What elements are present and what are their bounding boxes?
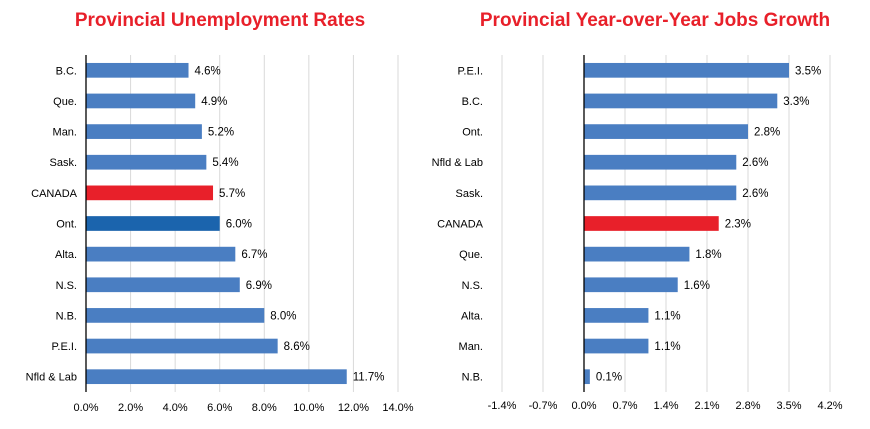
unemployment-bar [86, 338, 278, 354]
unemployment-bar [86, 246, 236, 262]
jobs-growth-bar [584, 369, 590, 385]
chart-title-unemployment: Provincial Unemployment Rates [74, 10, 366, 31]
unemployment-category-label: N.B. [56, 310, 77, 322]
jobs-growth-bar [584, 185, 737, 201]
unemployment-x-tick-label: 12.0% [338, 402, 369, 414]
jobs-growth-category-label: Sask. [455, 188, 483, 200]
jobs-growth-category-label: P.E.I. [458, 65, 483, 77]
jobs-growth-category-label: N.B. [462, 372, 483, 384]
unemployment-x-tick-label: 10.0% [293, 402, 324, 414]
unemployment-x-tick-label: 0.0% [73, 402, 98, 414]
jobs-growth-category-label: Que. [459, 249, 483, 261]
unemployment-bar [86, 93, 196, 109]
chart-title-jobs-growth: Provincial Year-over-Year Jobs Growth [479, 10, 831, 31]
unemployment-value-label: 6.7% [241, 249, 267, 261]
jobs-growth-value-label: 3.3% [783, 96, 809, 108]
unemployment-value-label: 4.9% [201, 96, 227, 108]
jobs-growth-category-label: CANADA [437, 219, 484, 231]
unemployment-value-label: 8.0% [270, 310, 296, 322]
unemployment-category-label: Sask. [49, 157, 77, 169]
unemployment-category-label: Alta. [55, 249, 77, 261]
unemployment-x-tick-label: 8.0% [252, 402, 277, 414]
jobs-growth-value-label: 2.6% [742, 157, 768, 169]
jobs-growth-x-tick-label: 4.2% [817, 400, 842, 412]
jobs-growth-value-label: 1.6% [684, 280, 710, 292]
unemployment-x-tick-label: 4.0% [163, 402, 188, 414]
unemployment-x-tick-label: 14.0% [382, 402, 413, 414]
unemployment-category-label: B.C. [56, 65, 77, 77]
unemployment-value-label: 4.6% [195, 65, 221, 77]
jobs-growth-bar [584, 308, 649, 323]
jobs-growth-x-tick-label: 2.8% [735, 400, 760, 412]
unemployment-value-label: 6.9% [246, 280, 272, 292]
unemployment-bar [86, 277, 240, 293]
jobs-growth-category-label: Man. [459, 341, 483, 353]
unemployment-category-label: Man. [53, 127, 77, 139]
jobs-growth-value-label: 2.8% [754, 127, 780, 139]
unemployment-bar [86, 216, 220, 231]
unemployment-category-label: P.E.I. [52, 341, 77, 353]
jobs-growth-bar [584, 338, 649, 354]
jobs-growth-value-label: 2.6% [742, 188, 768, 200]
unemployment-bar [86, 62, 189, 78]
unemployment-bar [86, 369, 347, 385]
unemployment-category-label: CANADA [31, 188, 78, 200]
jobs-growth-value-label: 1.8% [695, 249, 721, 261]
unemployment-bar [86, 154, 207, 170]
unemployment-category-label: Que. [53, 96, 77, 108]
jobs-growth-x-tick-label: 0.0% [571, 400, 596, 412]
unemployment-value-label: 8.6% [284, 341, 310, 353]
jobs-growth-value-label: 2.3% [725, 219, 751, 231]
jobs-growth-x-tick-label: 1.4% [653, 400, 678, 412]
unemployment-bar [86, 124, 202, 139]
jobs-growth-value-label: 1.1% [654, 341, 680, 353]
jobs-growth-x-tick-label: 0.7% [612, 400, 637, 412]
jobs-growth-x-tick-label: 3.5% [776, 400, 801, 412]
jobs-growth-category-label: N.S. [462, 280, 483, 292]
jobs-growth-bar [584, 246, 690, 262]
unemployment-bar [86, 308, 265, 323]
jobs-growth-value-label: 1.1% [654, 310, 680, 322]
unemployment-x-tick-label: 6.0% [207, 402, 232, 414]
unemployment-value-label: 11.7% [353, 372, 385, 384]
jobs-growth-x-tick-label: -0.7% [529, 400, 558, 412]
unemployment-category-label: N.S. [56, 280, 77, 292]
unemployment-x-tick-label: 2.0% [118, 402, 143, 414]
jobs-growth-bar [584, 154, 737, 170]
jobs-growth-category-label: Ont. [462, 127, 483, 139]
jobs-growth-bar [584, 216, 719, 231]
unemployment-value-label: 6.0% [226, 219, 252, 231]
unemployment-value-label: 5.2% [208, 127, 234, 139]
jobs-growth-x-tick-label: 2.1% [694, 400, 719, 412]
jobs-growth-bar [584, 93, 778, 109]
unemployment-category-label: Ont. [56, 219, 77, 231]
unemployment-value-label: 5.4% [212, 157, 238, 169]
jobs-growth-category-label: Nfld & Lab [432, 157, 483, 169]
jobs-growth-bar [584, 277, 678, 293]
jobs-growth-bar [584, 62, 789, 78]
unemployment-category-label: Nfld & Lab [26, 372, 77, 384]
jobs-growth-value-label: 0.1% [596, 372, 622, 384]
jobs-growth-value-label: 3.5% [795, 65, 821, 77]
jobs-growth-category-label: B.C. [462, 96, 483, 108]
unemployment-bar [86, 185, 214, 201]
unemployment-value-label: 5.7% [219, 188, 245, 200]
jobs-growth-category-label: Alta. [461, 310, 483, 322]
jobs-growth-x-tick-label: -1.4% [488, 400, 517, 412]
jobs-growth-bar [584, 124, 748, 139]
